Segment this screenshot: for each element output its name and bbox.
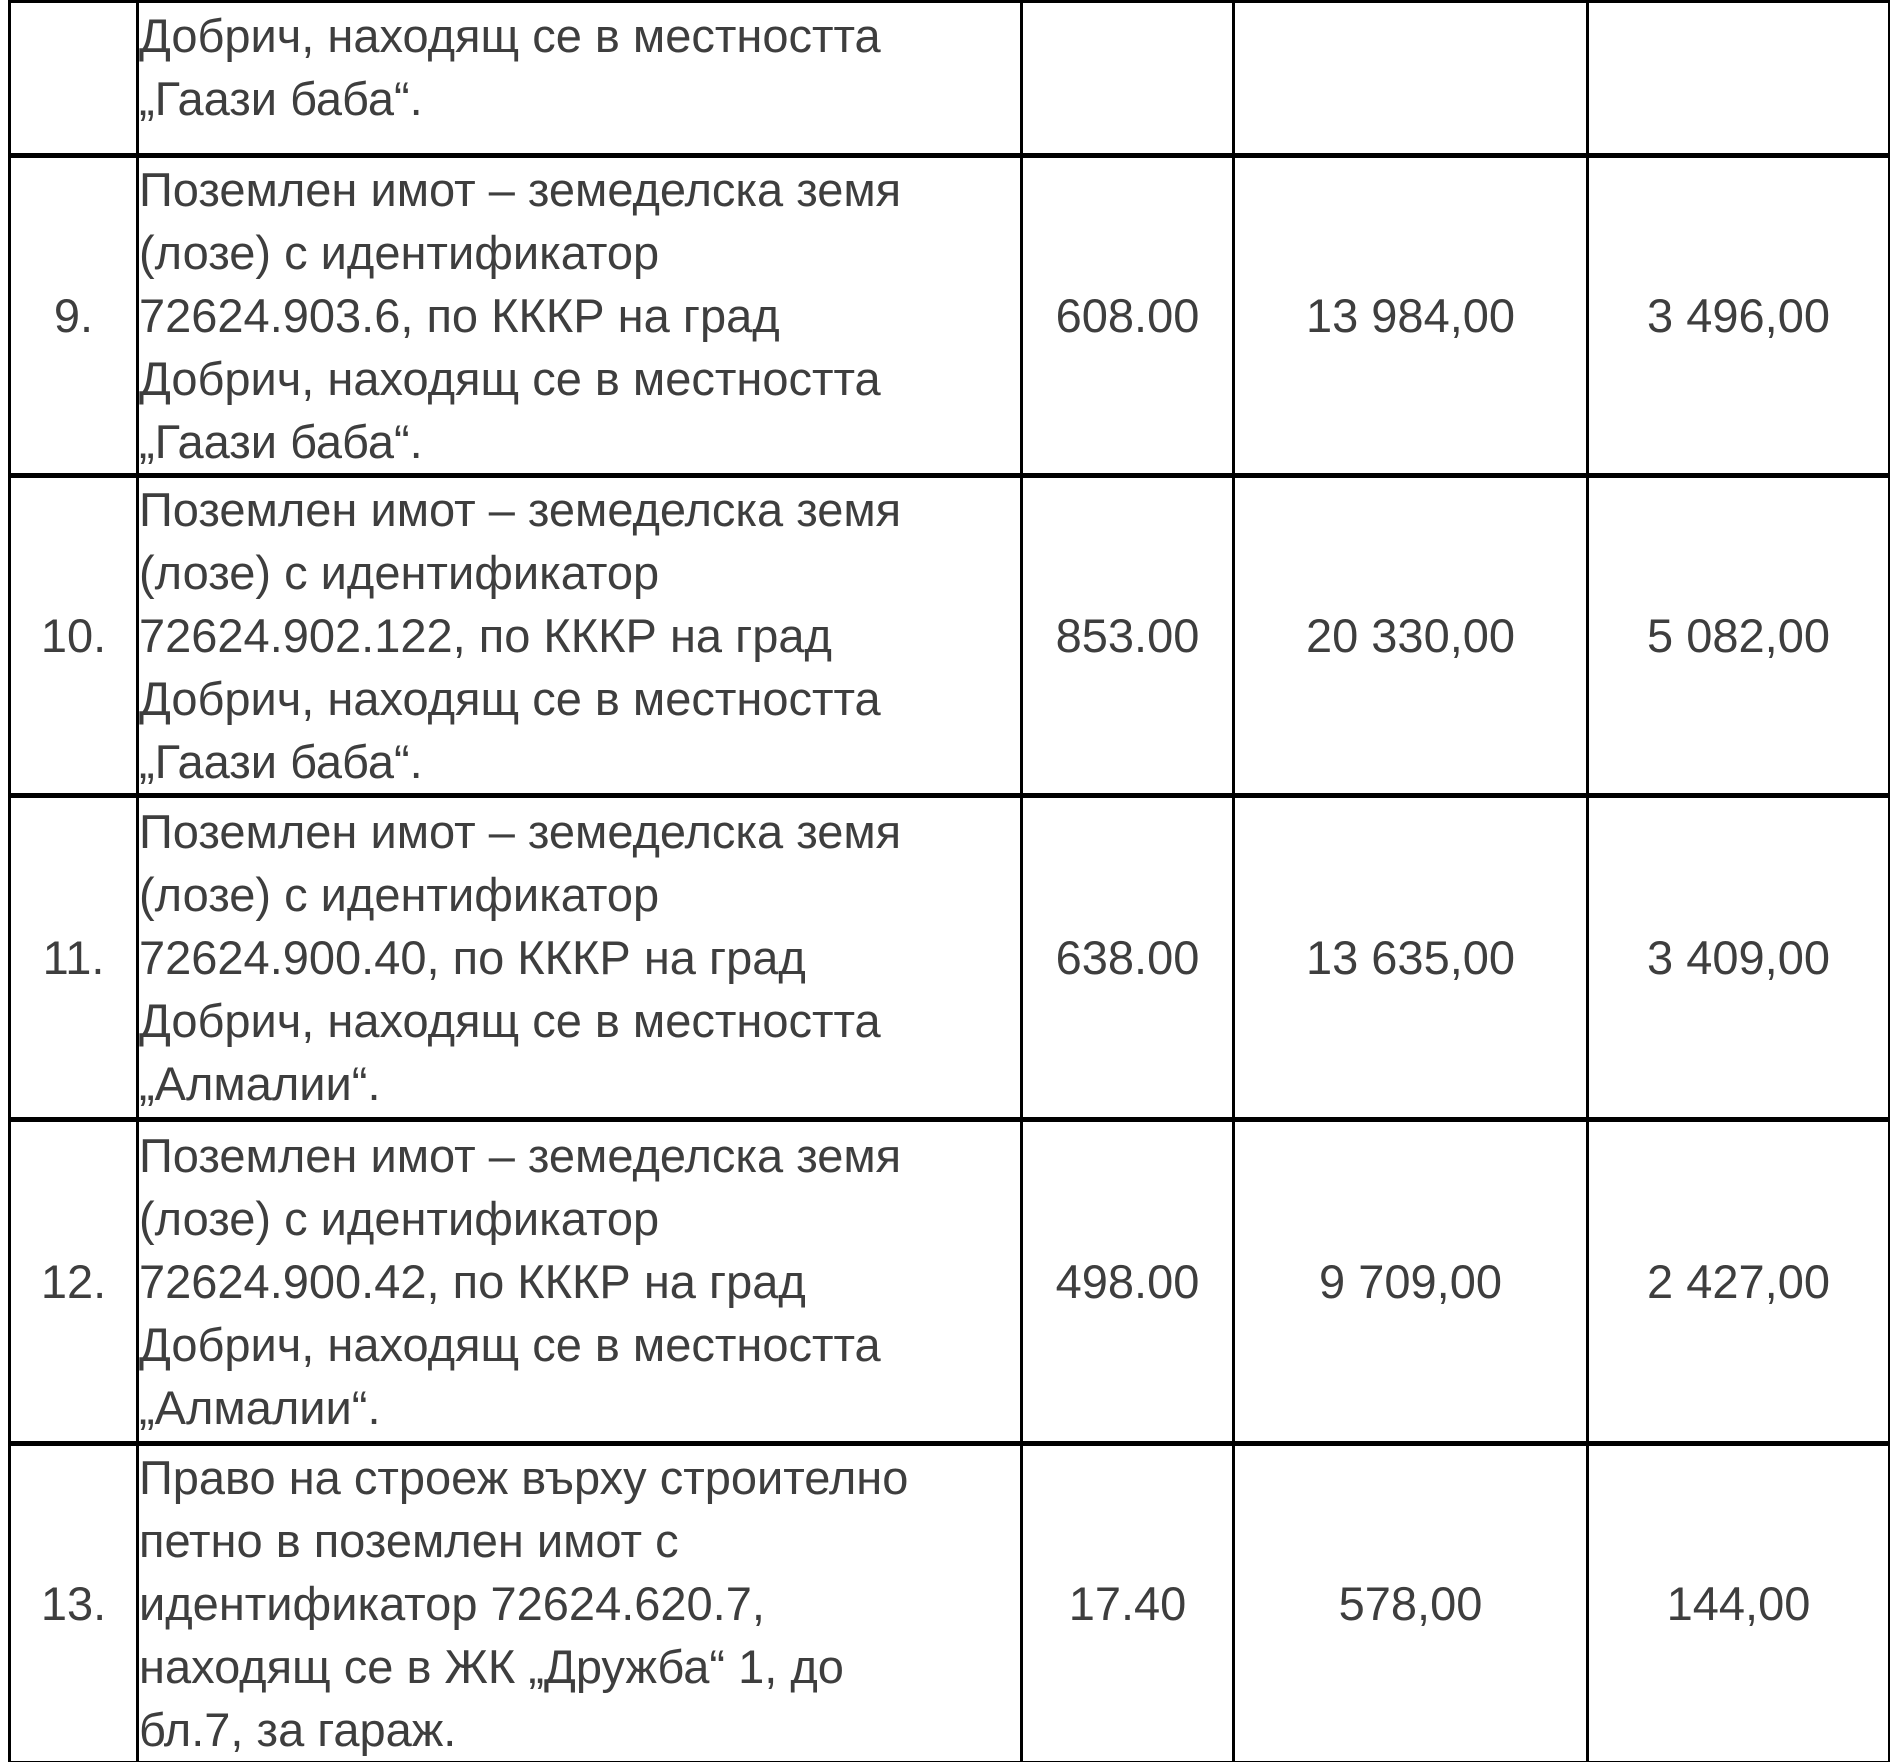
table-row: 11. Поземлен имот – земеделска земя (лоз… xyxy=(8,793,1890,1122)
table-row-partial: Добрич, находящ се в местността „Гаази б… xyxy=(8,0,1890,158)
property-table: Добрич, находящ се в местността „Гаази б… xyxy=(8,0,1890,1762)
row-number-cell: 9. xyxy=(8,153,139,478)
table-row: 12. Поземлен имот – земеделска земя (лоз… xyxy=(8,1117,1890,1446)
description-cell: Поземлен имот – земеделска земя (лозе) с… xyxy=(136,1117,1023,1446)
numeric-cell xyxy=(1232,0,1589,158)
numeric-cell: 13 984,00 xyxy=(1232,153,1589,478)
numeric-cell: 9 709,00 xyxy=(1232,1117,1589,1446)
numeric-cell: 13 635,00 xyxy=(1232,793,1589,1122)
row-number-cell: 12. xyxy=(8,1117,139,1446)
row-number-cell: 13. xyxy=(8,1441,139,1762)
description-cell: Поземлен имот – земеделска земя (лозе) с… xyxy=(136,793,1023,1122)
numeric-cell xyxy=(1586,0,1890,158)
numeric-cell: 3 409,00 xyxy=(1586,793,1890,1122)
table-row: 9. Поземлен имот – земеделска земя (лозе… xyxy=(8,153,1890,478)
numeric-cell: 638.00 xyxy=(1020,793,1235,1122)
row-number-cell: 11. xyxy=(8,793,139,1122)
numeric-cell: 20 330,00 xyxy=(1232,473,1589,798)
numeric-cell: 498.00 xyxy=(1020,1117,1235,1446)
numeric-cell: 3 496,00 xyxy=(1586,153,1890,478)
numeric-cell: 853.00 xyxy=(1020,473,1235,798)
numeric-cell xyxy=(1020,0,1235,158)
numeric-cell: 608.00 xyxy=(1020,153,1235,478)
description-cell: Право на строеж върху строително петно в… xyxy=(136,1441,1023,1762)
description-cell: Добрич, находящ се в местността „Гаази б… xyxy=(136,0,1023,158)
row-number-cell: 10. xyxy=(8,473,139,798)
description-cell: Поземлен имот – земеделска земя (лозе) с… xyxy=(136,473,1023,798)
numeric-cell: 578,00 xyxy=(1232,1441,1589,1762)
numeric-cell: 144,00 xyxy=(1586,1441,1890,1762)
table-row: 13. Право на строеж върху строително пет… xyxy=(8,1441,1890,1762)
table-row: 10. Поземлен имот – земеделска земя (лоз… xyxy=(8,473,1890,798)
numeric-cell: 5 082,00 xyxy=(1586,473,1890,798)
numeric-cell: 2 427,00 xyxy=(1586,1117,1890,1446)
row-number-cell xyxy=(8,0,139,158)
numeric-cell: 17.40 xyxy=(1020,1441,1235,1762)
description-cell: Поземлен имот – земеделска земя (лозе) с… xyxy=(136,153,1023,478)
